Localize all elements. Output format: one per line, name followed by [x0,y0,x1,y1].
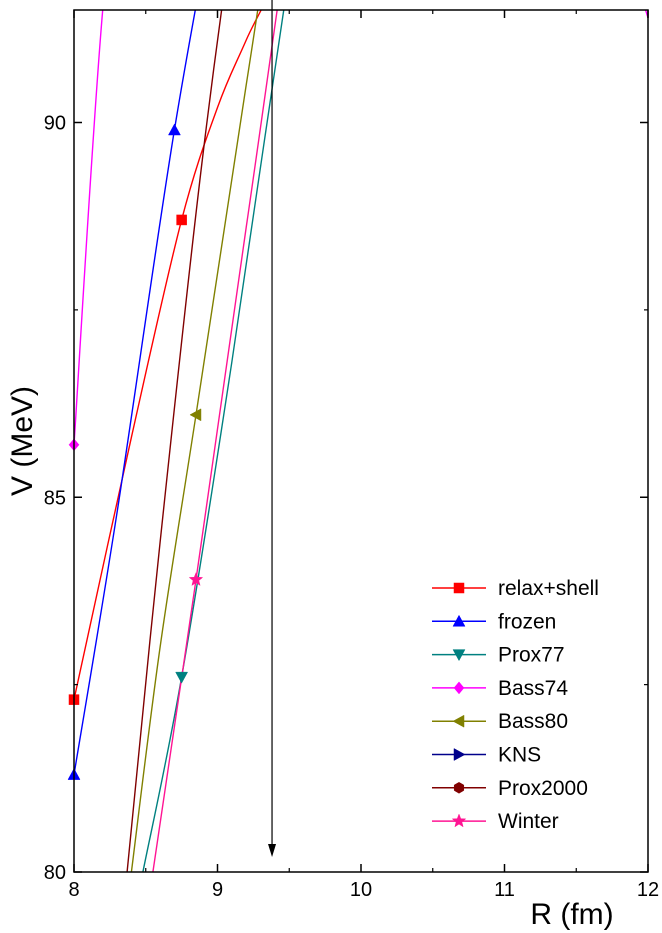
y-axis-title: V (MeV) [6,386,39,496]
legend-marker-prox77 [452,649,466,662]
legend-label-relax-shell: relax+shell [498,577,599,600]
data-point-relax-shell [176,214,187,226]
legend: relax+shell frozen Prox77 Bass74 Bass80 KNS Pr… [432,577,599,833]
data-point-winter [188,571,204,586]
legend-label-frozen: frozen [498,610,556,633]
series-line-bass80 [130,10,259,872]
x-tick-label: 9 [212,879,223,901]
legend-label-winter: Winter [498,810,559,833]
x-tick-label: 8 [68,879,79,901]
series-line-relax-shell [74,10,262,700]
axes: 8910111280859095100 [44,10,659,901]
series-curves [74,10,648,872]
legend-marker-prox2000 [453,782,465,794]
series-line-prox77 [142,10,285,872]
legend-marker-frozen [452,614,466,627]
data-point-bass80 [189,408,202,422]
series-markers [67,123,204,780]
data-point-prox77 [175,671,189,684]
reference-lines [268,0,277,858]
legend-marker-relax-shell [453,582,465,594]
y-tick-label: 90 [44,113,66,135]
plot-frame [73,9,649,873]
legend-label-prox77: Prox77 [498,644,565,667]
legend-label-prox2000: Prox2000 [498,777,588,800]
y-tick-label: 85 [44,487,66,509]
series-line-prox2000 [126,10,223,872]
legend-marker-winter [451,813,467,828]
x-tick-label: 12 [637,879,659,901]
y-tick-label: 80 [44,862,66,884]
legend-marker-bass80 [452,714,465,728]
legend-label-kns: KNS [498,744,541,767]
data-point-frozen [168,123,181,136]
legend-marker-kns [453,748,466,761]
legend-label-bass80: Bass80 [498,710,568,733]
x-tick-label: 10 [350,879,372,901]
legend-label-bass74: Bass74 [498,677,568,700]
x-axis-title: R (fm) [530,898,613,931]
series-line-frozen [74,10,196,775]
series-line-winter [152,10,278,872]
legend-marker-bass74 [453,681,465,695]
arrow-down-icon [268,844,277,858]
x-tick-label: 11 [494,879,515,901]
